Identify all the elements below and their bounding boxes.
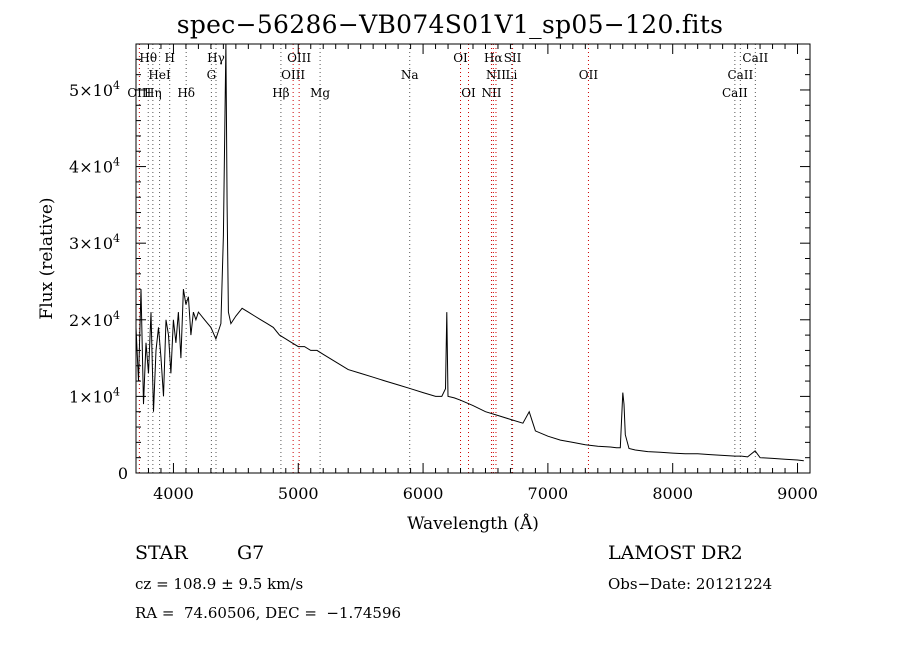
coordinates: RA = 74.60506, DEC = −1.74596: [135, 604, 402, 622]
x-tick-label-5: 9000: [777, 484, 818, 503]
spectral-line-markers: [138, 44, 756, 473]
x-axis-label: Wavelength (Å): [407, 513, 539, 534]
line-label-12: NII: [486, 68, 506, 82]
y-axis-label: Flux (relative): [37, 197, 57, 319]
line-label-10: OIII: [281, 68, 305, 82]
axis-tick-labels: 4000 5000 6000 7000 8000 9000 0 1×104 2×104 3×104…: [69, 79, 818, 503]
line-label-13: Li: [506, 68, 518, 82]
x-tick-label-3: 7000: [528, 484, 569, 503]
axis-ticks: [136, 43, 811, 474]
x-tick-label-0: 4000: [153, 484, 194, 503]
line-label-2: Hγ: [207, 51, 225, 65]
line-label-6: SII: [504, 51, 522, 65]
x-tick-label-2: 6000: [403, 484, 444, 503]
y-tick-label-3: 3×104: [69, 232, 120, 253]
object-subclass: G7: [237, 542, 265, 564]
survey-name: LAMOST DR2: [608, 542, 743, 564]
line-label-14: OII: [579, 68, 599, 82]
y-tick-label-2: 2×104: [69, 309, 120, 330]
plot-frame: [135, 43, 811, 474]
obs-date: Obs−Date: 20121224: [608, 575, 773, 593]
line-label-5: Hα: [484, 51, 503, 65]
line-label-4: OI: [453, 51, 468, 65]
x-tick-label-1: 5000: [278, 484, 319, 503]
line-label-8: HeI: [148, 68, 171, 82]
line-label-7: CaII: [742, 51, 768, 65]
y-tick-label-4: 4×104: [69, 156, 120, 177]
chart-title: spec−56286−VB074S01V1_sp05−120.fits: [176, 10, 724, 39]
line-label-1: H: [164, 51, 174, 65]
line-label-15: CaII: [727, 68, 753, 82]
redshift-info: cz = 108.9 ± 9.5 km/s: [135, 575, 304, 593]
y-tick-label-5: 5×104: [69, 79, 120, 100]
object-type: STAR: [135, 542, 188, 564]
spectrum-line: [135, 43, 804, 462]
line-label-21: OI: [461, 86, 476, 100]
line-label-11: Na: [401, 68, 419, 82]
line-label-17: Hη: [144, 86, 162, 100]
line-label-0: Hθ: [139, 51, 157, 65]
line-label-18: Hδ: [177, 86, 195, 100]
line-label-9: G: [207, 68, 217, 82]
y-tick-label-0: 0: [118, 464, 128, 483]
line-label-23: CaII: [722, 86, 748, 100]
line-label-3: OIII: [287, 51, 311, 65]
y-tick-label-1: 1×104: [69, 385, 120, 406]
x-tick-label-4: 8000: [652, 484, 693, 503]
line-label-19: Hβ: [272, 86, 289, 100]
line-label-22: NII: [481, 86, 501, 100]
line-label-20: Mg: [310, 86, 330, 100]
